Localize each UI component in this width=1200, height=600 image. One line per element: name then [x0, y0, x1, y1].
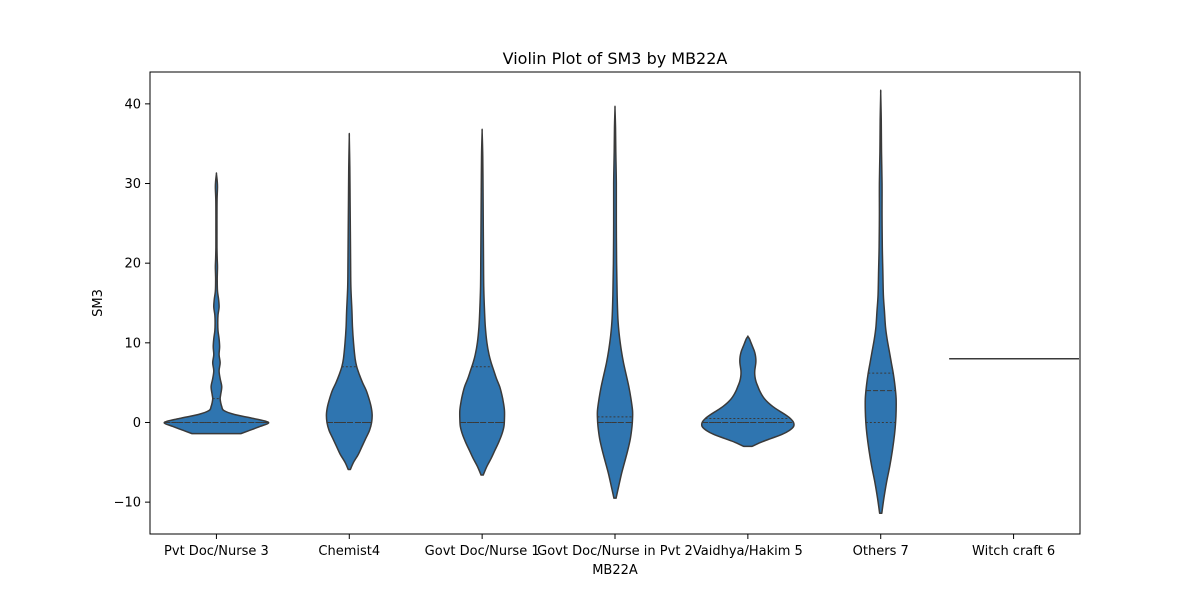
y-tick-label: 20 — [124, 257, 141, 272]
y-tick-label: −10 — [114, 496, 141, 511]
x-tick-label: Chemist4 — [318, 544, 380, 559]
chart-title: Violin Plot of SM3 by MB22A — [503, 49, 728, 68]
plot-area — [163, 89, 1079, 515]
x-tick-label: Govt Doc/Nurse 1 — [425, 544, 540, 559]
x-tick-label: Pvt Doc/Nurse 3 — [164, 544, 269, 559]
violin-body — [596, 105, 634, 499]
x-axis-label: MB22A — [592, 563, 638, 578]
violin-body — [458, 128, 506, 476]
violin-body — [325, 132, 373, 471]
y-tick-label: 40 — [124, 97, 141, 112]
y-tick-label: 30 — [124, 177, 141, 192]
y-tick-label: 10 — [124, 336, 141, 351]
x-tick-label: Others 7 — [853, 544, 909, 559]
y-axis-label: SM3 — [91, 289, 106, 317]
y-axis: −10 0 10 20 30 40 — [114, 97, 150, 511]
x-tick-label: Vaidhya/Hakim 5 — [693, 544, 803, 559]
violin-body — [700, 335, 795, 448]
violin-body — [163, 172, 270, 435]
x-axis: Pvt Doc/Nurse 3 Chemist4 Govt Doc/Nurse 1G… — [164, 534, 1055, 559]
x-tick-label: Govt Doc/Nurse in Pvt 2 — [537, 544, 693, 559]
violin-body — [864, 89, 897, 515]
x-tick-label: Witch craft 6 — [972, 544, 1055, 559]
y-tick-label: 0 — [133, 416, 141, 431]
